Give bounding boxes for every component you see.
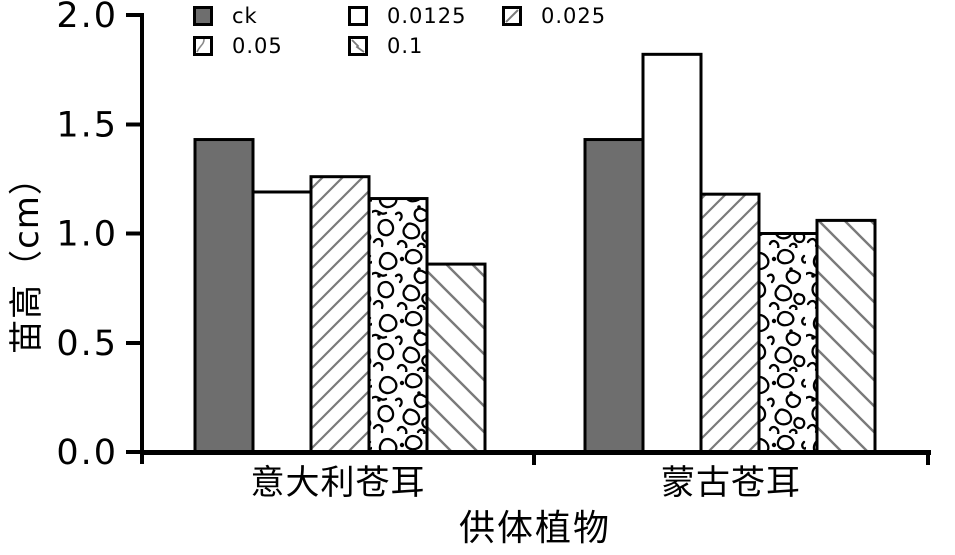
- bar-意大利苍耳-0.025: [309, 175, 371, 454]
- y-tick: [126, 231, 140, 236]
- bar-意大利苍耳-0.0125: [251, 190, 313, 454]
- bar-蒙古苍耳-0.0125: [641, 52, 703, 454]
- legend-swatch-hatch-backward: [348, 36, 368, 56]
- x-tick: [532, 452, 536, 465]
- y-tick-label: 0.0: [56, 433, 118, 473]
- legend-label: 0.05: [232, 34, 283, 58]
- hatch-forward-icon: [505, 9, 519, 23]
- legend-label: 0.025: [541, 4, 607, 28]
- y-tick-label: 0.5: [56, 324, 118, 364]
- legend-swatch-hatch-forward: [502, 6, 522, 26]
- legend-swatch-plain-white: [348, 6, 368, 26]
- legend-item-0.1: 0.1: [348, 34, 423, 58]
- legend-label: 0.1: [387, 34, 424, 58]
- bar-意大利苍耳-0.05: [367, 197, 429, 454]
- y-tick-label: 2.0: [56, 0, 118, 36]
- bar-意大利苍耳-0.1: [425, 262, 487, 454]
- legend-item-ck: ck: [193, 4, 258, 28]
- legend-swatch-solid-gray: [193, 6, 213, 26]
- x-axis-title: 供体植物: [458, 508, 611, 549]
- bar-意大利苍耳-ck: [193, 138, 255, 454]
- legend-label: ck: [232, 4, 258, 28]
- squiggle-icon: [196, 39, 205, 53]
- bar-蒙古苍耳-0.1: [815, 218, 877, 454]
- category-label-mongolian-cocklebur: 蒙古苍耳: [661, 463, 801, 503]
- legend-item-0.0125: 0.0125: [348, 4, 466, 28]
- y-axis-title: 苗高（cm）: [7, 160, 47, 354]
- y-tick: [126, 340, 140, 345]
- bar-蒙古苍耳-0.05: [757, 232, 819, 454]
- legend-label: 0.0125: [387, 4, 467, 28]
- legend-item-0.05: 0.05: [193, 34, 283, 58]
- y-tick-label: 1.0: [56, 215, 118, 255]
- bar-蒙古苍耳-0.025: [699, 192, 761, 454]
- legend-swatch-squiggle: [193, 36, 213, 56]
- y-axis-line: [140, 13, 144, 464]
- y-tick: [126, 450, 140, 454]
- y-tick: [126, 13, 140, 17]
- y-tick-label: 1.5: [56, 105, 118, 145]
- legend-item-0.025: 0.025: [502, 4, 606, 28]
- category-label-italian-cocklebur: 意大利苍耳: [250, 463, 426, 503]
- x-tick: [926, 452, 930, 465]
- bar-蒙古苍耳-ck: [583, 138, 645, 454]
- y-tick: [126, 122, 140, 127]
- hatch-backward-icon: [351, 39, 365, 53]
